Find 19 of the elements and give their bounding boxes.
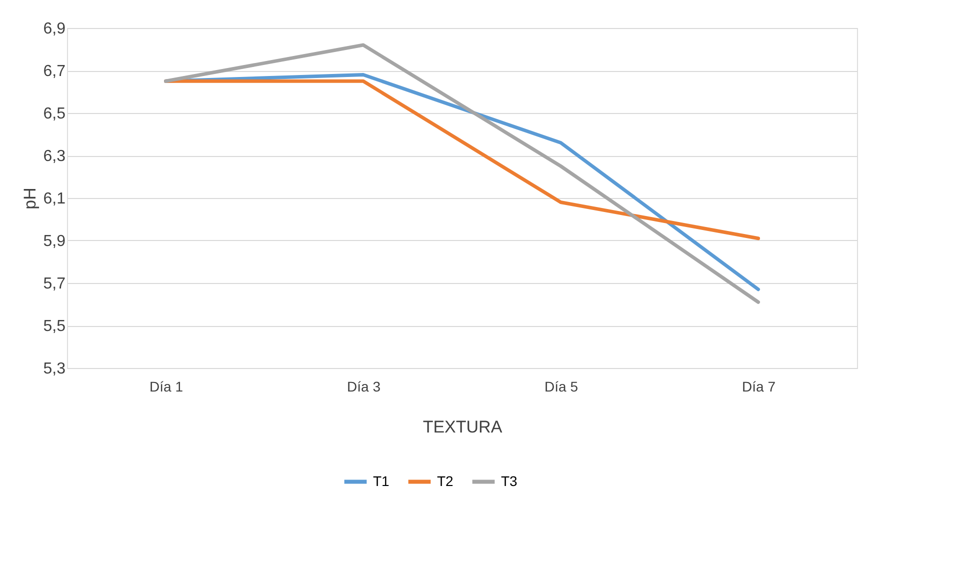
x-tick-label: Día 3 [347,378,381,394]
y-tick-label: 6,3 [43,148,66,165]
y-axis-title: pH [20,188,40,210]
y-tick-label: 6,7 [43,63,66,80]
y-tick-label: 6,5 [43,106,66,122]
x-axis-title: TEXTURA [422,418,503,436]
x-tick-label: Día 7 [742,378,776,394]
x-tick-label: Día 5 [544,378,578,394]
x-tick-label: Día 1 [150,378,184,394]
y-tick-label: 5,7 [43,276,66,292]
y-tick-label: 5,5 [43,318,66,335]
legend-label: T1 [373,472,390,489]
legend-label: T2 [437,472,454,489]
line-series [164,43,760,304]
y-tick-label: 6,9 [43,20,66,38]
legend-label: T3 [501,472,518,489]
y-tick-label: 5,9 [43,233,66,250]
y-tick-label: 6,1 [43,190,66,208]
y-tick-label: 5,3 [43,360,66,378]
